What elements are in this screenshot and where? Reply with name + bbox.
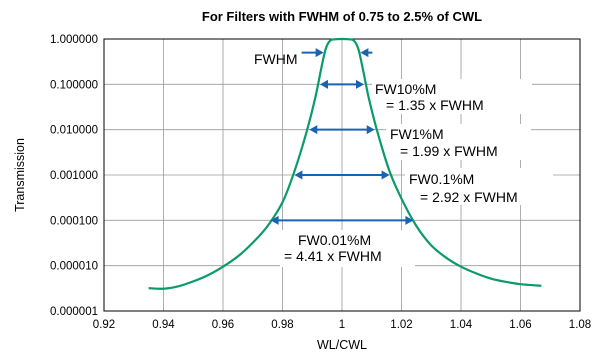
arrow-head xyxy=(315,48,324,58)
arrow-head xyxy=(405,215,414,225)
arrow-head xyxy=(270,215,279,225)
annotations: FWHM FW10%M= 1.35 x FWHM FW1%M= 1.99 x FWH… xyxy=(254,51,553,267)
y-tick-labels: 1.000000 0.100000 0.010000 0.001000 0.000100… xyxy=(50,34,98,318)
annotation-value: = 1.99 x FWHM xyxy=(400,143,498,159)
x-tick-label: 1.04 xyxy=(450,319,473,331)
x-tick-label: 0.98 xyxy=(271,319,293,331)
x-tick-labels: 0.92 0.94 0.96 0.98 1 1.02 1.04 1.06 1.08 xyxy=(93,319,591,331)
annotation-label: FW0.1%M xyxy=(409,171,474,187)
annotation-label: FW0.01%M xyxy=(298,232,371,248)
arrow-head xyxy=(294,170,303,180)
chart-title: For Filters with FWHM of 0.75 to 2.5% of… xyxy=(202,9,482,24)
x-tick-label: 1.02 xyxy=(390,319,412,331)
x-tick-label: 0.94 xyxy=(152,319,175,331)
arrow-head xyxy=(319,79,328,89)
annotation-label: FW1%M xyxy=(390,126,444,142)
y-tick-label: 0.010000 xyxy=(50,125,98,137)
arrow-head xyxy=(309,125,318,135)
arrow-head xyxy=(360,48,369,58)
x-tick-label: 1.08 xyxy=(569,319,591,331)
x-axis-label: WL/CWL xyxy=(317,338,367,352)
arrow-head xyxy=(381,170,390,180)
y-tick-label: 1.000000 xyxy=(50,34,98,46)
label-background xyxy=(372,79,532,114)
transmission-curve xyxy=(148,37,542,290)
y-tick-label: 0.000100 xyxy=(50,215,98,227)
annotation-value: = 2.92 x FWHM xyxy=(420,189,518,205)
annotation-value: = 4.41 x FWHM xyxy=(284,248,382,264)
annotation-label: FWHM xyxy=(254,51,298,67)
y-axis-label: Transmission xyxy=(13,138,27,212)
x-tick-label: 0.96 xyxy=(212,319,234,331)
x-tick-label: 1 xyxy=(339,319,345,331)
label-background xyxy=(405,168,553,205)
label-background xyxy=(280,230,415,267)
label-background xyxy=(386,124,531,160)
y-tick-label: 0.000010 xyxy=(50,261,98,273)
x-tick-label: 1.06 xyxy=(509,319,531,331)
y-tick-label: 0.000001 xyxy=(50,306,98,318)
arrow-head xyxy=(366,125,375,135)
y-tick-label: 0.001000 xyxy=(50,170,98,182)
arrow-head xyxy=(356,79,365,89)
y-tick-label: 0.100000 xyxy=(50,79,98,91)
annotation-value: = 1.35 x FWHM xyxy=(386,97,484,113)
x-tick-label: 0.92 xyxy=(93,319,115,331)
annotation-label: FW10%M xyxy=(375,81,436,97)
